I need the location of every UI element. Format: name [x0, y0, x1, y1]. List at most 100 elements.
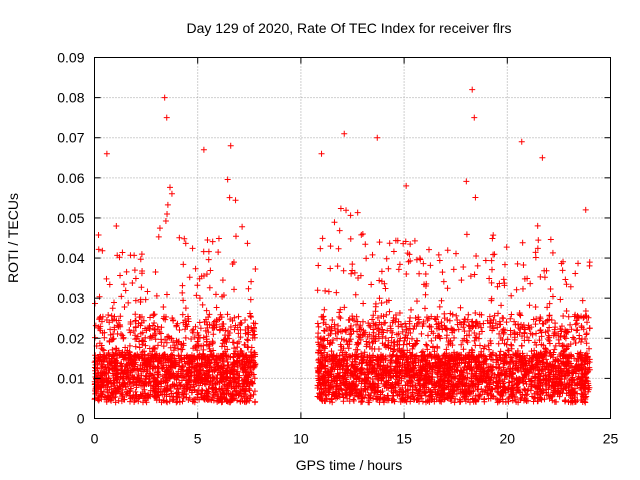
roti-point: [98, 365, 105, 372]
roti-point: [180, 366, 187, 373]
roti-point: [315, 323, 322, 330]
roti-point: [563, 281, 570, 288]
roti-point: [246, 387, 253, 394]
roti-point: [457, 304, 464, 311]
roti-point: [245, 285, 252, 292]
roti-point: [106, 352, 113, 359]
roti-point: [469, 86, 476, 93]
roti-point: [155, 358, 162, 365]
roti-point: [551, 346, 558, 353]
roti-point: [319, 235, 326, 242]
roti-point: [500, 315, 507, 322]
roti-point: [120, 281, 127, 288]
roti-point: [159, 365, 166, 372]
roti-point: [519, 285, 526, 292]
roti-point: [180, 340, 187, 347]
roti-point: [230, 354, 237, 361]
roti-point: [132, 318, 139, 325]
roti-point: [203, 373, 210, 380]
roti-point: [472, 194, 479, 201]
roti-point: [220, 292, 227, 299]
roti-point: [450, 266, 457, 273]
roti-point: [99, 346, 106, 353]
roti-point: [224, 346, 231, 353]
roti-point: [246, 359, 253, 366]
roti-point: [108, 312, 115, 319]
roti-point: [100, 368, 107, 375]
roti-point: [234, 340, 241, 347]
roti-point: [181, 235, 188, 242]
roti-point: [113, 376, 120, 383]
roti-point: [203, 367, 210, 374]
roti-point: [247, 296, 254, 303]
roti-point: [141, 355, 148, 362]
roti-point: [376, 239, 383, 246]
roti-point: [132, 376, 139, 383]
roti-point: [101, 329, 108, 336]
roti-point: [183, 371, 190, 378]
roti-point: [339, 328, 346, 335]
roti-point: [156, 354, 163, 361]
roti-point: [245, 337, 252, 344]
roti-point: [244, 240, 251, 247]
roti-point: [369, 316, 376, 323]
roti-point: [463, 178, 470, 185]
roti-point: [408, 306, 415, 313]
roti-point: [98, 393, 105, 400]
roti-point: [107, 326, 114, 333]
roti-point: [358, 231, 365, 238]
roti-point: [417, 256, 424, 263]
roti-point: [101, 394, 108, 401]
roti-point: [94, 357, 101, 364]
roti-point: [133, 393, 140, 400]
roti-point: [359, 318, 366, 325]
y-tick-label: 0.03: [57, 290, 84, 306]
roti-point: [200, 248, 207, 255]
roti-point: [177, 381, 184, 388]
roti-point: [122, 384, 129, 391]
roti-point: [185, 318, 192, 325]
roti-point: [109, 346, 116, 353]
roti-point: [227, 142, 234, 149]
roti-point: [182, 240, 189, 247]
roti-point: [217, 311, 224, 318]
roti-point: [209, 238, 216, 245]
roti-point: [174, 345, 181, 352]
roti-point: [180, 385, 187, 392]
roti-point: [146, 359, 153, 366]
roti-point: [234, 371, 241, 378]
roti-point: [170, 347, 177, 354]
roti-point: [234, 324, 241, 331]
roti-point: [193, 380, 200, 387]
roti-point: [237, 319, 244, 326]
roti-point: [106, 338, 113, 345]
roti-point: [251, 399, 258, 406]
roti-point: [239, 383, 246, 390]
roti-point: [175, 368, 182, 375]
roti-point: [96, 314, 103, 321]
roti-point: [169, 315, 176, 322]
roti-point: [150, 311, 157, 318]
roti-point: [206, 321, 213, 328]
roti-point: [586, 325, 593, 332]
roti-point: [125, 299, 132, 306]
roti-point: [198, 390, 205, 397]
roti-point: [422, 270, 429, 277]
roti-point: [95, 231, 102, 238]
roti-point: [518, 342, 525, 349]
roti-point: [174, 394, 181, 401]
roti-point: [395, 266, 402, 273]
roti-point: [436, 257, 443, 264]
roti-point: [502, 351, 509, 358]
roti-point: [407, 241, 414, 248]
roti-point: [572, 321, 579, 328]
roti-point: [242, 388, 249, 395]
roti-point: [161, 94, 168, 101]
roti-point: [244, 323, 251, 330]
roti-point: [215, 235, 222, 242]
roti-point: [155, 326, 162, 333]
roti-point: [191, 399, 198, 406]
roti-point: [194, 347, 201, 354]
roti-point: [488, 257, 495, 264]
roti-point: [161, 385, 168, 392]
